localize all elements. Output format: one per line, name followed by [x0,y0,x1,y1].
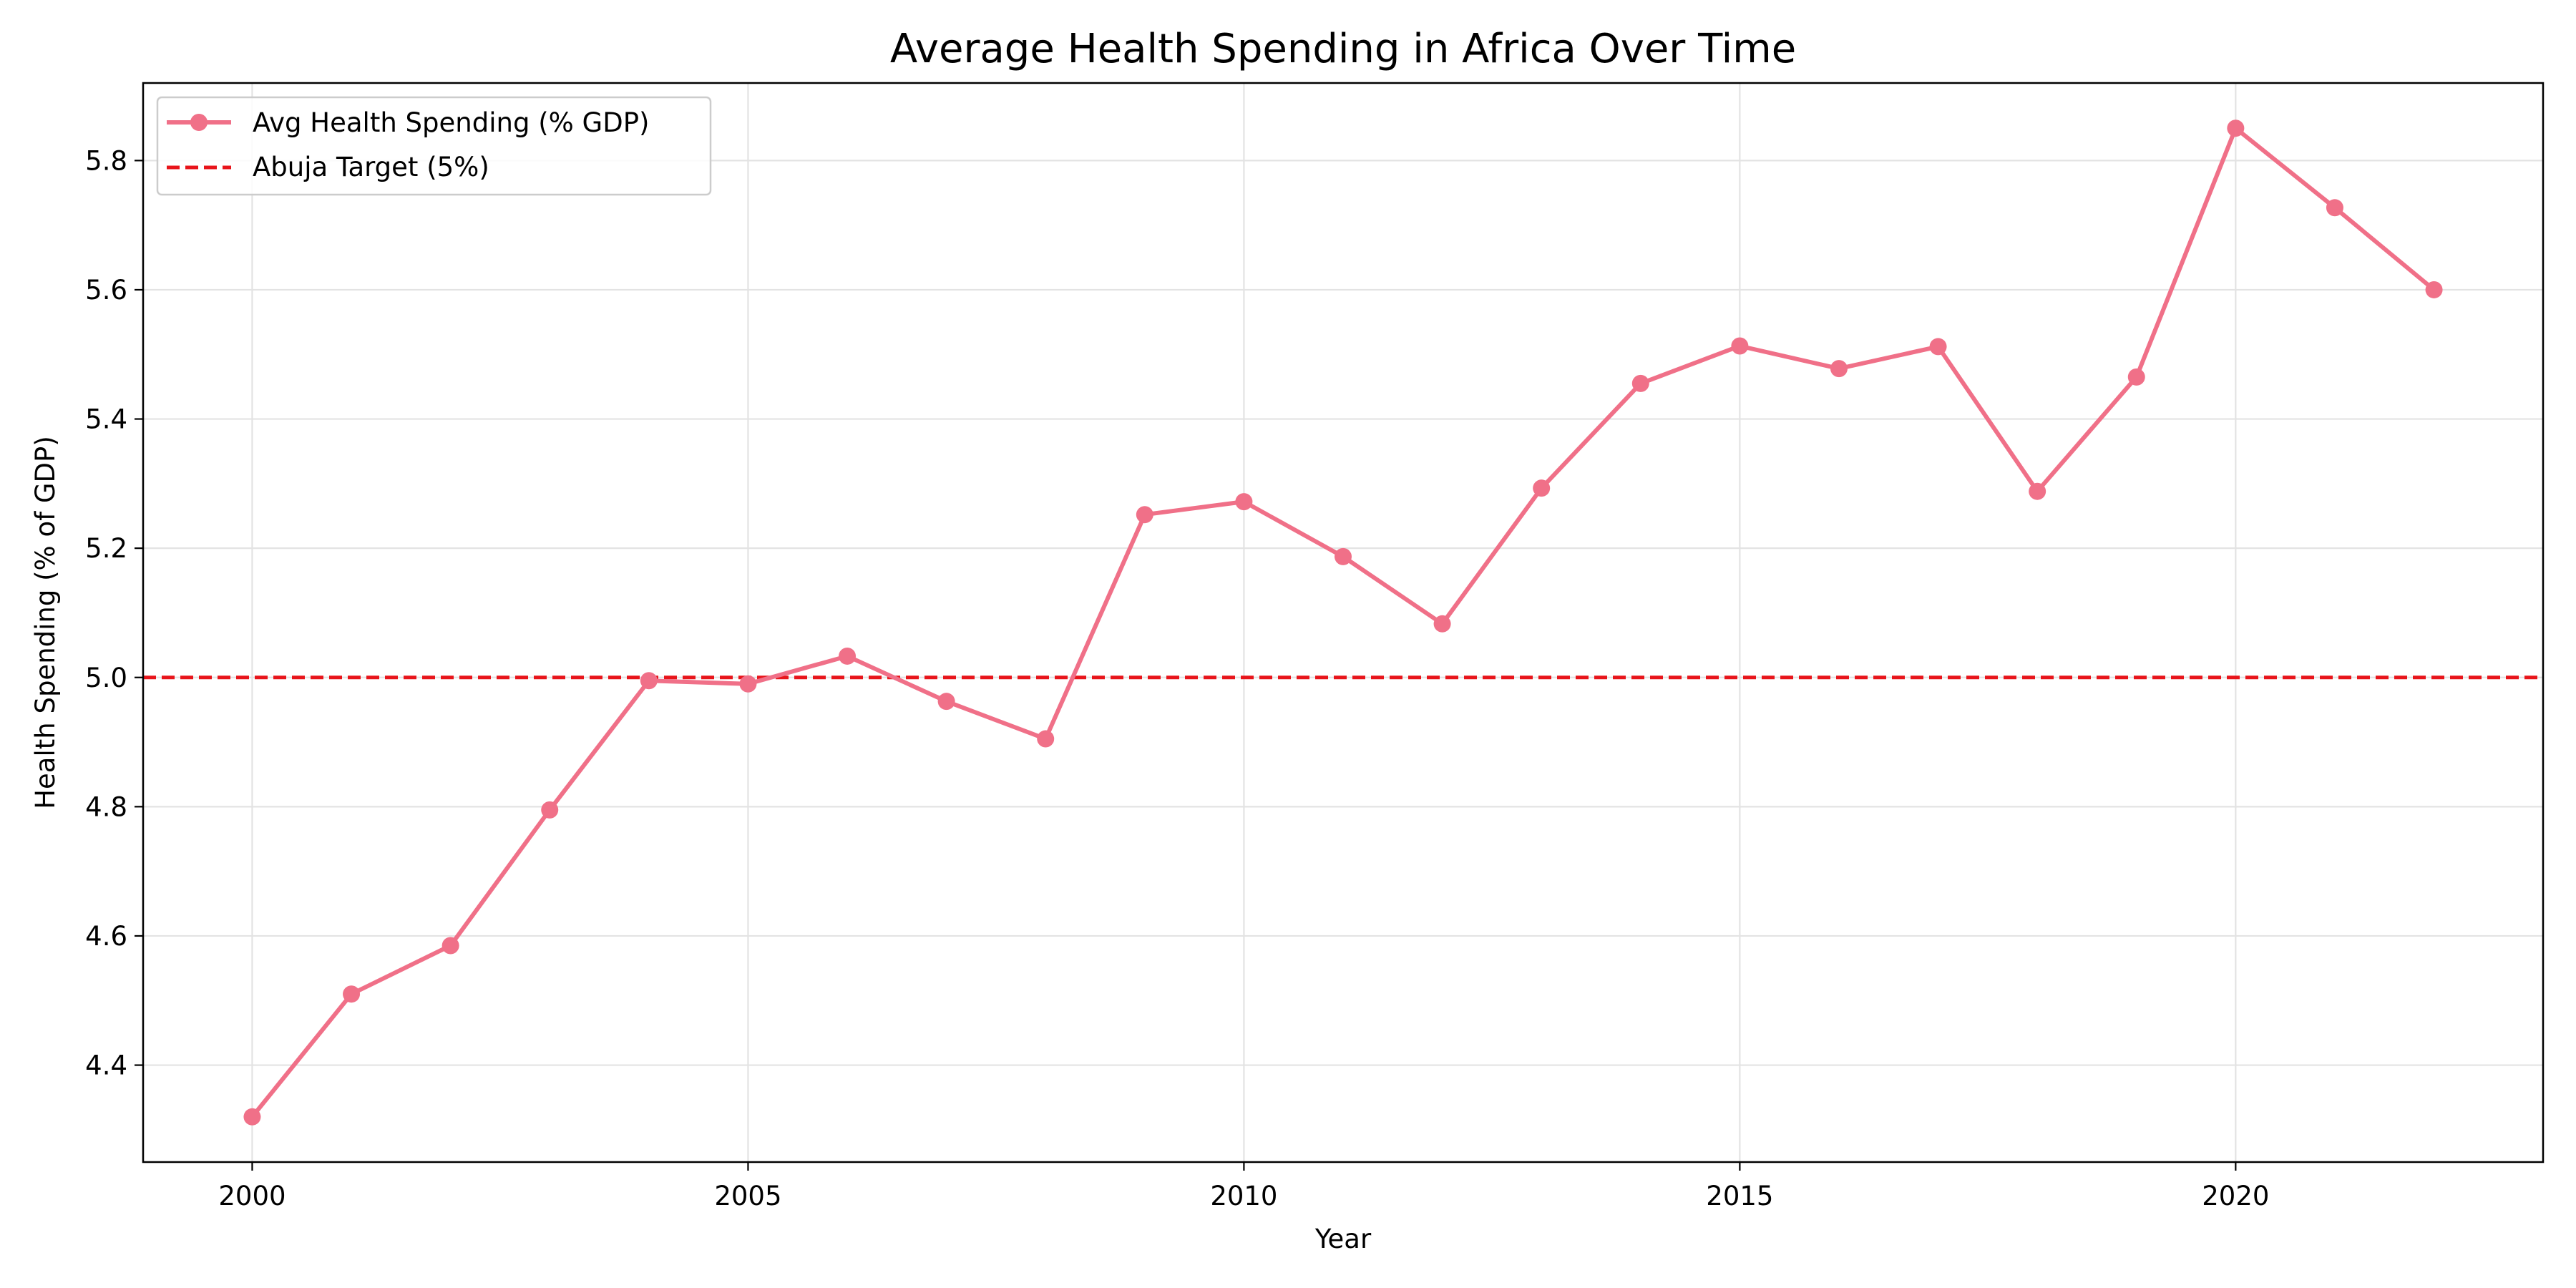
x-tick-label: 2000 [218,1181,286,1211]
legend-reference-label: Abuja Target (5%) [253,152,489,182]
y-tick-label: 4.6 [85,921,127,952]
data-point [839,647,857,665]
y-axis-ticks: 4.4 4.6 4.8 5.0 5.2 5.4 5.6 5.8 [85,145,143,1081]
data-point [1335,547,1352,565]
data-point [2227,119,2245,137]
data-point [2029,482,2046,500]
x-axis-ticks: 2000 2005 2010 2015 2020 [218,1162,2269,1211]
data-point [1830,360,1848,378]
y-tick-label: 4.8 [85,791,127,822]
data-point [2326,199,2343,217]
series-layer [243,119,2443,1126]
y-tick-label: 5.4 [85,404,127,435]
data-point [1235,493,1253,511]
legend: Avg Health Spending (% GDP) Abuja Target… [156,96,712,196]
data-point [1631,374,1649,392]
x-tick-label: 2020 [2202,1181,2269,1211]
data-point [243,1108,261,1126]
chart-title: Average Health Spending in Africa Over T… [890,26,1796,72]
data-point [343,985,361,1003]
y-tick-label: 5.0 [85,663,127,693]
x-tick-label: 2010 [1210,1181,1277,1211]
data-point [2425,280,2443,298]
data-point [739,675,757,693]
data-point [1731,337,1749,355]
x-tick-label: 2015 [1706,1181,1773,1211]
y-tick-label: 5.2 [85,533,127,564]
x-tick-label: 2005 [714,1181,781,1211]
x-axis-title: Year [1314,1224,1372,1254]
data-point [2127,368,2145,386]
data-point [1037,730,1055,748]
data-point [1433,615,1451,633]
data-point [1533,479,1551,497]
y-tick-label: 5.8 [85,145,127,176]
legend-series-label: Avg Health Spending (% GDP) [253,107,649,138]
data-point [1136,506,1153,524]
legend-series-marker [190,114,208,131]
y-axis-title: Health Spending (% of GDP) [30,436,61,809]
data-point [441,937,459,955]
data-point [640,672,658,690]
y-tick-label: 5.6 [85,275,127,306]
data-point [1929,338,1947,356]
y-tick-label: 4.4 [85,1050,127,1081]
legend-box [156,96,712,196]
plot-frame [142,82,2545,1163]
data-point [541,801,559,819]
data-point [937,693,955,711]
